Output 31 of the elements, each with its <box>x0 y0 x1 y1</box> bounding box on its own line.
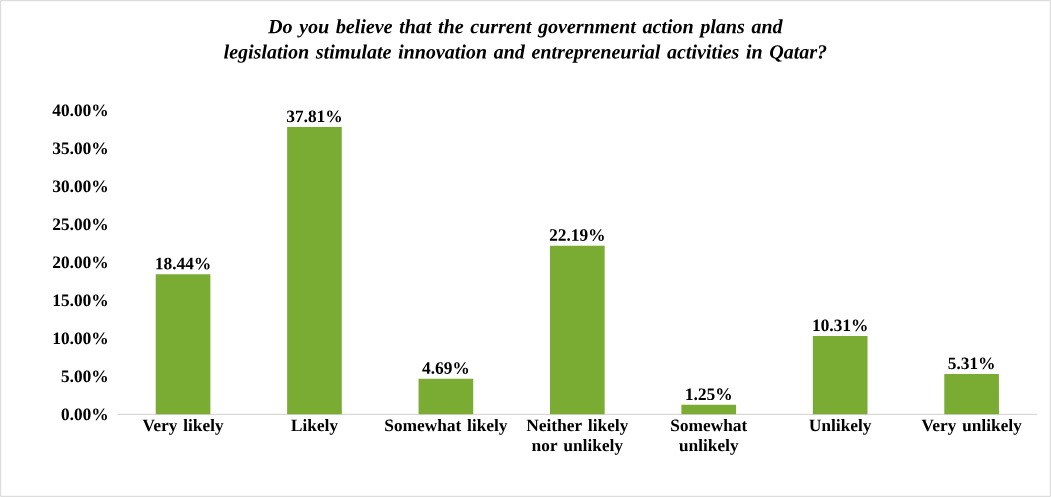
y-tick-label: 5.00% <box>61 370 107 383</box>
y-tick-label: 20.00% <box>53 256 107 269</box>
y-tick-label: 25.00% <box>53 218 107 231</box>
y-tick-label: 0.00% <box>61 408 107 421</box>
bar <box>287 126 342 415</box>
data-label: 18.44% <box>156 257 210 270</box>
y-tick-label: 15.00% <box>53 294 107 307</box>
data-label: 5.31% <box>948 357 994 370</box>
y-tick-label: 10.00% <box>53 332 107 345</box>
x-tick-label: Unlikely <box>809 419 872 435</box>
bar <box>418 378 474 415</box>
data-label: 37.81% <box>286 110 342 123</box>
x-tick-label: Very likely <box>142 419 224 435</box>
y-tick-label: 40.00% <box>52 104 107 117</box>
data-label: 10.31% <box>813 319 867 332</box>
chart-title: Do you believe that the current government action plans and legislation stimulate innovation and entrepreneurial activities in Qatar? <box>224 19 827 63</box>
bar <box>812 335 868 415</box>
data-label: 4.69% <box>422 362 469 374</box>
x-tick-label: Somewhat unlikely <box>671 419 748 455</box>
x-tick-label: Neither likely nor unlikely <box>526 419 629 455</box>
x-tick-label: Likely <box>291 419 338 435</box>
x-tick-label: Somewhat likely <box>385 419 508 435</box>
bar <box>549 245 605 415</box>
y-tick-label: 35.00% <box>52 142 107 155</box>
bar <box>944 373 999 415</box>
bar <box>681 404 737 415</box>
data-label: 1.25% <box>686 388 731 401</box>
x-tick-label: Very unlikely <box>921 419 1022 435</box>
y-tick-label: 30.00% <box>52 180 107 193</box>
bar <box>155 274 211 415</box>
data-label: 22.19% <box>549 229 604 241</box>
